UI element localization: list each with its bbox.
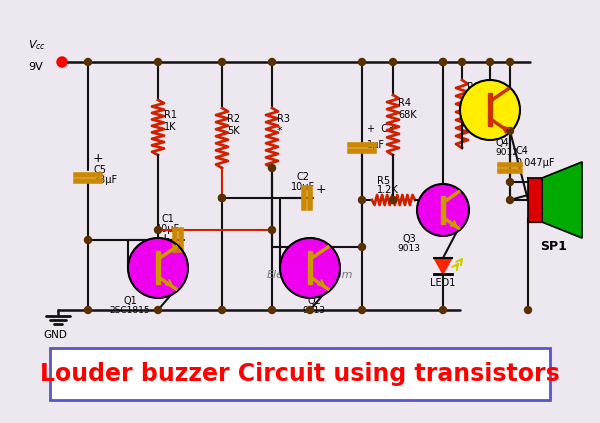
Text: C5: C5 bbox=[93, 165, 106, 175]
Polygon shape bbox=[434, 258, 452, 274]
Circle shape bbox=[439, 58, 446, 66]
Text: 1μF: 1μF bbox=[367, 140, 385, 150]
Text: 9013: 9013 bbox=[302, 306, 325, 315]
Circle shape bbox=[155, 307, 161, 313]
Text: C2: C2 bbox=[296, 172, 310, 182]
Circle shape bbox=[506, 179, 514, 186]
Circle shape bbox=[280, 238, 340, 298]
Circle shape bbox=[359, 244, 365, 250]
Text: 330Ω: 330Ω bbox=[467, 94, 493, 104]
Circle shape bbox=[155, 58, 161, 66]
Circle shape bbox=[269, 58, 275, 66]
Text: 10μF: 10μF bbox=[291, 182, 315, 192]
Circle shape bbox=[359, 197, 365, 203]
Circle shape bbox=[439, 307, 446, 313]
Text: GND: GND bbox=[43, 330, 67, 340]
Circle shape bbox=[57, 57, 67, 67]
Circle shape bbox=[218, 195, 226, 201]
Circle shape bbox=[506, 197, 514, 203]
Text: 33μF: 33μF bbox=[93, 175, 117, 185]
Text: R1: R1 bbox=[164, 110, 177, 120]
Text: Q3: Q3 bbox=[402, 234, 416, 244]
Circle shape bbox=[307, 307, 314, 313]
Circle shape bbox=[417, 184, 469, 236]
Text: 10μF: 10μF bbox=[156, 224, 180, 234]
Text: Q1: Q1 bbox=[123, 296, 137, 306]
Text: +: + bbox=[93, 152, 104, 165]
Text: SP1: SP1 bbox=[541, 240, 568, 253]
Circle shape bbox=[218, 307, 226, 313]
Circle shape bbox=[218, 58, 226, 66]
Circle shape bbox=[359, 307, 365, 313]
Text: 9V: 9V bbox=[28, 62, 43, 72]
Text: $V_{cc}$: $V_{cc}$ bbox=[28, 38, 46, 52]
Text: C4: C4 bbox=[515, 146, 528, 156]
Circle shape bbox=[359, 58, 365, 66]
Text: +: + bbox=[160, 232, 170, 245]
Text: 5K: 5K bbox=[227, 126, 239, 136]
Bar bbox=[441, 196, 445, 224]
Text: R2: R2 bbox=[227, 114, 240, 124]
Circle shape bbox=[524, 307, 532, 313]
Circle shape bbox=[460, 80, 520, 140]
FancyBboxPatch shape bbox=[50, 348, 550, 400]
Text: +  C3: + C3 bbox=[367, 124, 394, 134]
Circle shape bbox=[85, 307, 91, 313]
Text: 1.2K: 1.2K bbox=[377, 185, 399, 195]
Text: 9013: 9013 bbox=[398, 244, 421, 253]
Text: Louder buzzer Circuit using transistors: Louder buzzer Circuit using transistors bbox=[40, 362, 560, 386]
Circle shape bbox=[487, 58, 493, 66]
Circle shape bbox=[128, 238, 188, 298]
Text: LED1: LED1 bbox=[430, 278, 455, 288]
Text: 2SC1815: 2SC1815 bbox=[110, 306, 151, 315]
Circle shape bbox=[439, 58, 446, 66]
Bar bbox=[308, 252, 312, 285]
Polygon shape bbox=[542, 162, 582, 238]
Circle shape bbox=[389, 197, 397, 203]
Text: R4: R4 bbox=[398, 98, 411, 108]
Text: 1K: 1K bbox=[164, 122, 176, 132]
Circle shape bbox=[269, 226, 275, 233]
Text: 0.047μF: 0.047μF bbox=[515, 158, 554, 168]
Text: *: * bbox=[277, 126, 283, 136]
Circle shape bbox=[458, 58, 466, 66]
Text: R3: R3 bbox=[277, 114, 290, 124]
Circle shape bbox=[58, 58, 67, 66]
Text: +: + bbox=[316, 183, 326, 196]
Text: ElecCircuit.com: ElecCircuit.com bbox=[267, 270, 353, 280]
Bar bbox=[528, 178, 542, 222]
Text: C1: C1 bbox=[161, 214, 175, 224]
Text: Q2: Q2 bbox=[307, 296, 321, 306]
Text: 68K: 68K bbox=[398, 110, 416, 120]
Circle shape bbox=[85, 236, 91, 244]
Bar bbox=[156, 252, 160, 285]
Text: Q4: Q4 bbox=[495, 138, 509, 148]
Circle shape bbox=[269, 165, 275, 171]
Bar bbox=[488, 93, 492, 126]
Circle shape bbox=[506, 58, 514, 66]
Circle shape bbox=[506, 127, 514, 135]
Circle shape bbox=[85, 58, 91, 66]
Circle shape bbox=[155, 226, 161, 233]
Circle shape bbox=[218, 195, 226, 201]
Text: R6: R6 bbox=[467, 82, 480, 92]
Circle shape bbox=[269, 307, 275, 313]
Text: R5: R5 bbox=[377, 176, 390, 186]
Text: 9012: 9012 bbox=[495, 148, 518, 157]
Circle shape bbox=[389, 58, 397, 66]
